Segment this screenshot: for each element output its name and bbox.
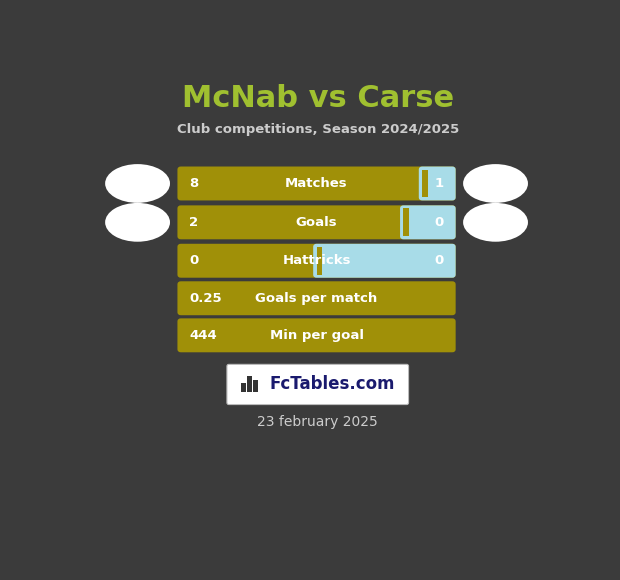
FancyBboxPatch shape xyxy=(177,318,456,352)
Text: 0: 0 xyxy=(190,254,198,267)
Text: Matches: Matches xyxy=(285,177,348,190)
Ellipse shape xyxy=(463,164,528,203)
FancyBboxPatch shape xyxy=(422,169,428,197)
FancyBboxPatch shape xyxy=(227,364,409,405)
FancyBboxPatch shape xyxy=(317,247,322,274)
FancyBboxPatch shape xyxy=(177,205,456,240)
Text: Goals: Goals xyxy=(296,216,337,229)
Text: McNab vs Carse: McNab vs Carse xyxy=(182,84,454,113)
FancyBboxPatch shape xyxy=(418,166,456,201)
FancyBboxPatch shape xyxy=(247,376,252,393)
FancyBboxPatch shape xyxy=(404,208,409,236)
Text: Hattricks: Hattricks xyxy=(282,254,351,267)
FancyBboxPatch shape xyxy=(241,383,246,393)
Text: Club competitions, Season 2024/2025: Club competitions, Season 2024/2025 xyxy=(177,124,459,136)
Text: Min per goal: Min per goal xyxy=(270,329,363,342)
FancyBboxPatch shape xyxy=(177,244,456,278)
FancyBboxPatch shape xyxy=(177,166,456,201)
Text: 444: 444 xyxy=(190,329,217,342)
FancyBboxPatch shape xyxy=(254,380,258,393)
Text: 1: 1 xyxy=(435,177,444,190)
FancyBboxPatch shape xyxy=(400,205,456,240)
Text: FcTables.com: FcTables.com xyxy=(270,375,395,393)
Text: Goals per match: Goals per match xyxy=(255,292,378,304)
Text: 23 february 2025: 23 february 2025 xyxy=(257,415,378,429)
Ellipse shape xyxy=(105,203,170,242)
FancyBboxPatch shape xyxy=(313,244,456,278)
Text: 0.25: 0.25 xyxy=(190,292,222,304)
Text: 2: 2 xyxy=(190,216,198,229)
Ellipse shape xyxy=(463,203,528,242)
FancyBboxPatch shape xyxy=(177,281,456,316)
Text: 8: 8 xyxy=(190,177,198,190)
Ellipse shape xyxy=(105,164,170,203)
Text: 0: 0 xyxy=(435,216,444,229)
Text: 0: 0 xyxy=(435,254,444,267)
